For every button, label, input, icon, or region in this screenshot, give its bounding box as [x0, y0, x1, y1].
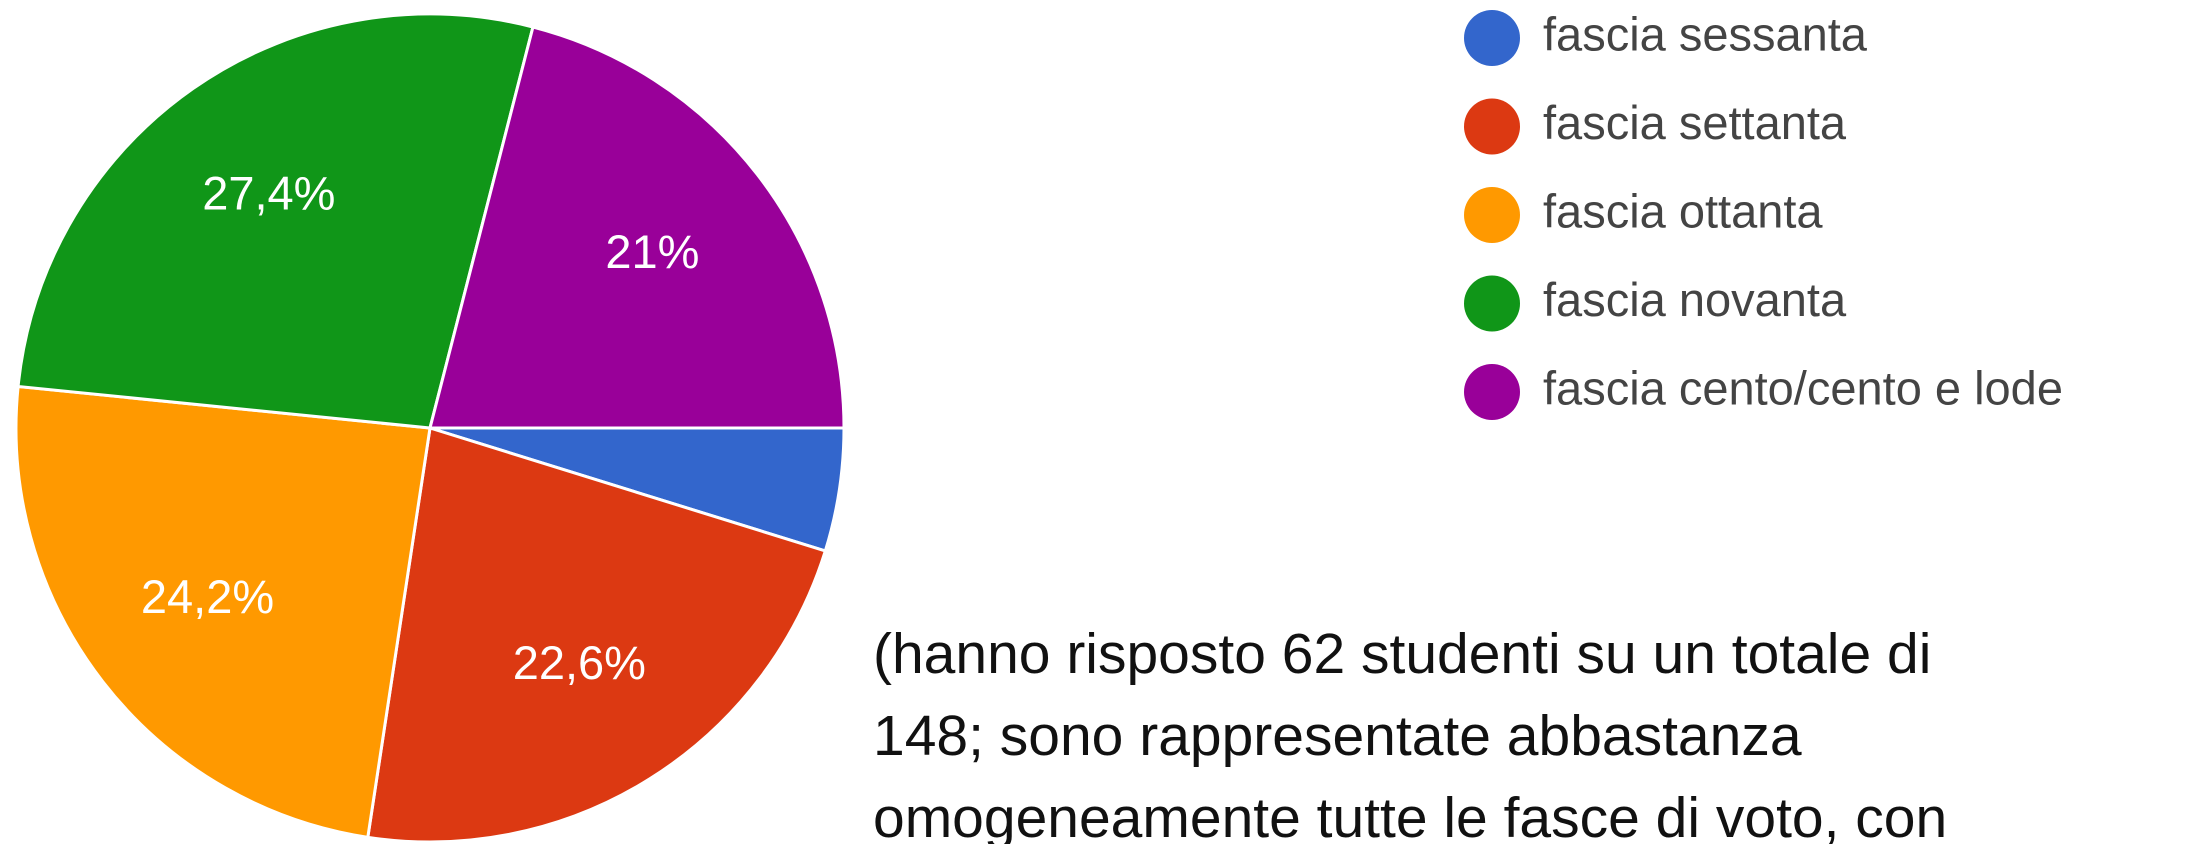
- slice-label: 21%: [605, 225, 699, 278]
- note-line: (hanno risposto 62 studenti su un totale…: [873, 622, 1931, 686]
- legend-swatch: [1464, 187, 1520, 243]
- legend-label: fascia sessanta: [1543, 7, 1868, 60]
- legend-label: fascia settanta: [1543, 96, 1847, 149]
- pie-slice: [16, 12, 535, 430]
- note-line: 148; sono rappresentate abbastanza: [873, 704, 1802, 768]
- pie-slice: [14, 384, 432, 840]
- legend-label: fascia ottanta: [1543, 184, 1823, 237]
- legend-swatch: [1464, 364, 1520, 420]
- pie-slice: [366, 426, 828, 844]
- legend-swatch: [1464, 10, 1520, 66]
- legend-swatch: [1464, 275, 1520, 332]
- pie-slice: [428, 25, 846, 430]
- legend-swatch: [1464, 98, 1520, 155]
- legend-label: fascia novanta: [1543, 273, 1847, 326]
- note-line: omogeneamente tutte le fasce di voto, co…: [873, 786, 1947, 844]
- slice-label: 27,4%: [202, 167, 335, 220]
- slice-label: 24,2%: [141, 570, 274, 623]
- legend-label: fascia cento/cento e lode: [1543, 361, 2063, 414]
- slice-label: 22,6%: [513, 636, 646, 689]
